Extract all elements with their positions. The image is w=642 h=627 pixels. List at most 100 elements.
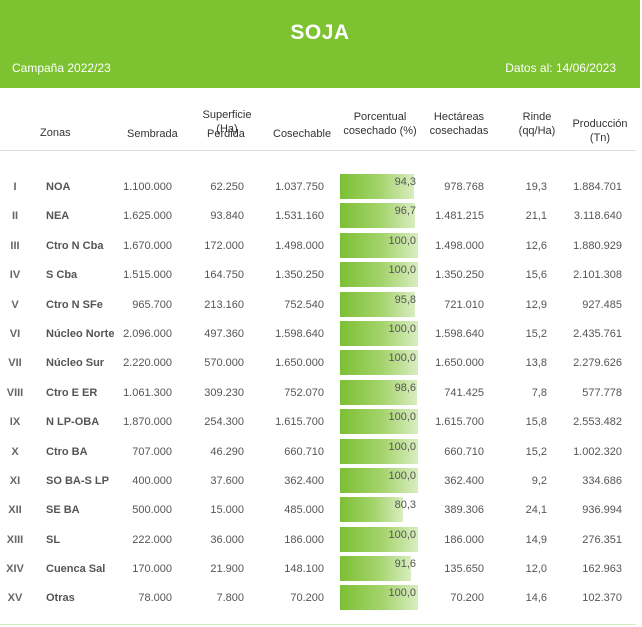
zone-number: VII — [8, 357, 22, 370]
cosechable-value: 1.531.160 — [275, 210, 324, 223]
cosechable-value: 752.070 — [284, 386, 324, 399]
zone-number: XII — [8, 504, 22, 517]
rinde-value: 15,8 — [525, 416, 547, 429]
table-row: X Ctro BA 707.000 46.290 660.710 100,0 6… — [0, 437, 640, 466]
rinde-value: 14,9 — [525, 533, 547, 546]
zone-number: XV — [7, 592, 23, 605]
zone-number: III — [10, 239, 20, 252]
harvest-percent-fill — [340, 350, 418, 376]
harvest-percent-fill — [340, 556, 412, 582]
table-row: I NOA 1.100.000 62.250 1.037.750 94,3 97… — [0, 172, 640, 201]
cosechable-value: 660.710 — [284, 445, 324, 458]
sembrada-value: 170.000 — [132, 563, 172, 576]
hectareas-value: 1.350.250 — [435, 269, 484, 282]
page-title: SOJA — [290, 21, 350, 44]
sembrada-value: 1.670.000 — [123, 239, 172, 252]
rinde-value: 13,8 — [525, 357, 547, 370]
produccion-value: 102.370 — [582, 592, 622, 605]
table-row: XIV Cuenca Sal 170.000 21.900 148.100 91… — [0, 554, 640, 583]
harvest-percent-fill — [340, 467, 418, 493]
zone-number: IV — [9, 269, 21, 282]
table-row: IX N LP-OBA 1.870.000 254.300 1.615.700 … — [0, 407, 640, 436]
produccion-value: 2.101.308 — [573, 269, 622, 282]
column-header-cosechable: Cosechable — [273, 128, 332, 140]
sembrada-value: 1.870.000 — [123, 416, 172, 429]
rinde-value: 24,1 — [525, 504, 547, 517]
harvest-percent-value: 100,0 — [388, 469, 416, 482]
column-header-rinde-line2: (qq/Ha) — [518, 125, 556, 137]
zone-name: NOA — [46, 181, 71, 193]
produccion-value: 2.435.761 — [573, 327, 622, 340]
harvest-percent-fill — [340, 585, 418, 611]
perdida-value: 15.000 — [210, 504, 244, 517]
hectareas-value: 186.000 — [444, 533, 484, 546]
rinde-value: 21,1 — [525, 210, 547, 223]
zone-number: XIV — [6, 563, 24, 576]
produccion-value: 936.994 — [582, 504, 622, 517]
produccion-value: 3.118.640 — [573, 210, 622, 223]
sembrada-value: 400.000 — [132, 474, 172, 487]
harvest-percent-bar: 94,3 — [340, 174, 418, 199]
rinde-value: 19,3 — [525, 181, 547, 193]
sembrada-value: 2.096.000 — [123, 327, 172, 340]
perdida-value: 570.000 — [204, 357, 244, 370]
harvest-percent-bar: 100,0 — [340, 350, 418, 376]
harvest-percent-bar: 100,0 — [340, 262, 418, 288]
perdida-value: 497.360 — [204, 327, 244, 340]
hectareas-value: 1.498.000 — [435, 239, 484, 252]
perdida-value: 254.300 — [204, 416, 244, 429]
table-row: XII SE BA 500.000 15.000 485.000 80,3 38… — [0, 495, 640, 524]
table-row: XIII SL 222.000 36.000 186.000 100,0 186… — [0, 525, 640, 554]
perdida-value: 164.750 — [204, 269, 244, 282]
column-header-hectareas: Hectáreas cosechadas — [428, 110, 490, 138]
harvest-percent-bar: 100,0 — [340, 467, 418, 493]
harvest-percent-fill — [340, 232, 418, 258]
zone-number: VIII — [6, 386, 24, 399]
zone-number: I — [13, 181, 17, 193]
zone-number: X — [11, 445, 19, 458]
sembrada-value: 222.000 — [132, 533, 172, 546]
harvest-percent-bar: 100,0 — [340, 438, 418, 464]
harvest-percent-value: 80,3 — [394, 499, 416, 512]
column-header-zonas: Zonas — [40, 127, 71, 139]
rinde-value: 15,2 — [525, 327, 547, 340]
table-row: VII Núcleo Sur 2.220.000 570.000 1.650.0… — [0, 348, 640, 377]
cosechable-value: 148.100 — [284, 563, 324, 576]
cosechable-value: 752.540 — [284, 298, 324, 311]
harvest-percent-bar: 100,0 — [340, 232, 418, 258]
hectareas-value: 1.650.000 — [435, 357, 484, 370]
harvest-percent-bar: 96,7 — [340, 203, 418, 229]
perdida-value: 7.800 — [216, 592, 244, 605]
perdida-value: 213.160 — [204, 298, 244, 311]
hectareas-value: 135.650 — [444, 563, 484, 576]
harvest-percent-fill — [340, 320, 418, 346]
zone-name: N LP-OBA — [46, 416, 100, 429]
cosechable-value: 362.400 — [284, 474, 324, 487]
zone-number: V — [11, 298, 19, 311]
hectareas-value: 660.710 — [444, 445, 484, 458]
cosechable-value: 1.498.000 — [275, 239, 324, 252]
harvest-percent-fill — [340, 497, 403, 523]
harvest-percent-value: 94,3 — [394, 176, 416, 188]
hectareas-value: 721.010 — [444, 298, 484, 311]
table-row: VI Núcleo Norte 2.096.000 497.360 1.598.… — [0, 319, 640, 348]
zone-name: Ctro BA — [46, 445, 88, 458]
harvest-percent-bar: 98,6 — [340, 379, 418, 405]
cosechable-value: 1.350.250 — [275, 269, 324, 282]
hectareas-value: 741.425 — [444, 386, 484, 399]
harvest-percent-bar: 91,6 — [340, 556, 418, 582]
harvest-percent-fill — [340, 291, 415, 317]
header-divider — [0, 150, 636, 151]
rinde-value: 12,6 — [525, 239, 547, 252]
zone-name: SE BA — [46, 504, 80, 517]
rinde-value: 12,0 — [525, 563, 547, 576]
perdida-value: 46.290 — [210, 445, 244, 458]
harvest-percent-value: 95,8 — [394, 293, 416, 306]
sembrada-value: 965.700 — [132, 298, 172, 311]
cosechable-value: 1.037.750 — [275, 181, 324, 193]
harvest-percent-value: 100,0 — [388, 440, 416, 453]
harvest-percent-value: 100,0 — [388, 322, 416, 335]
harvest-percent-value: 98,6 — [394, 381, 416, 394]
table-row: IV S Cba 1.515.000 164.750 1.350.250 100… — [0, 260, 640, 289]
